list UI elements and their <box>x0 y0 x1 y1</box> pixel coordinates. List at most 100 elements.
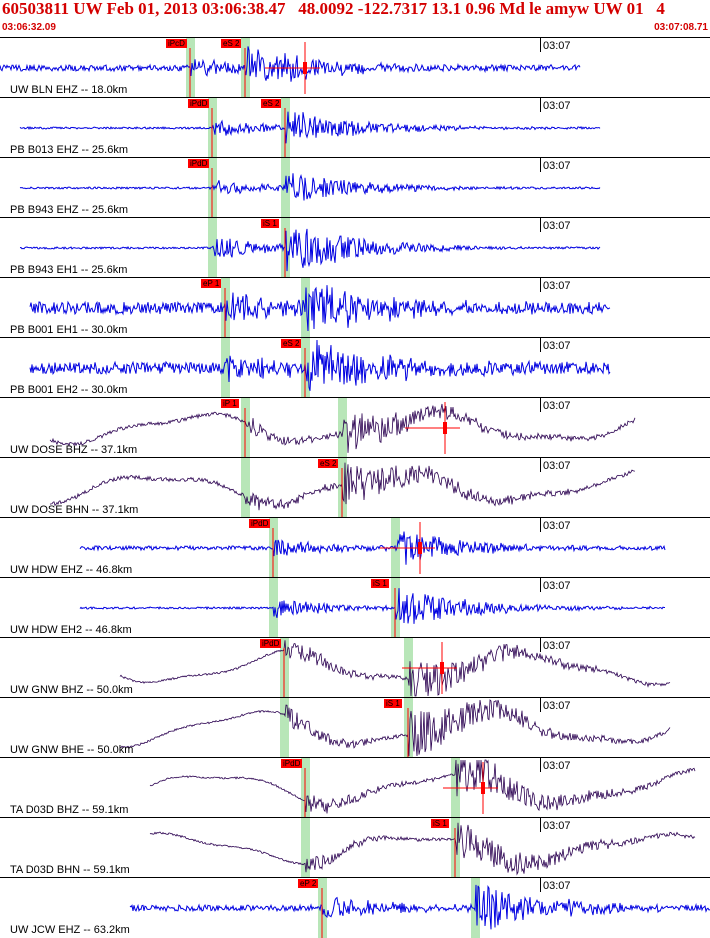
seismogram-panels: 03:07 iPcD eS 2 UW BLN EHZ -- 18.0km 03:07 iP… <box>0 37 710 938</box>
time-tick-mark <box>540 638 541 652</box>
p-phase-window <box>221 338 230 398</box>
amplitude-marker <box>265 42 320 94</box>
waveform-trace <box>129 884 710 930</box>
time-tick-mark <box>540 218 541 232</box>
seismogram-panel[interactable]: 03:07 iS 1 PB B943 EH1 -- 25.6km <box>0 217 710 278</box>
amplitude-marker <box>402 642 457 694</box>
seismogram-trace-svg <box>79 518 666 578</box>
seismogram-panel[interactable]: 03:07 eP 1 PB B001 EH1 -- 30.0km <box>0 277 710 338</box>
waveform-trace <box>119 699 671 757</box>
phase-pick-label[interactable]: eS 2 <box>318 459 339 468</box>
seismogram-trace-svg <box>19 98 601 158</box>
time-tick-mark <box>540 878 541 892</box>
time-tick-mark <box>540 38 541 52</box>
seismogram-trace-svg <box>119 698 671 758</box>
time-tick-label: 03:07 <box>543 220 571 232</box>
time-tick-label: 03:07 <box>543 340 571 352</box>
station-label: UW GNW BHE -- 50.0km <box>10 744 134 756</box>
time-tick-label: 03:07 <box>543 760 571 772</box>
station-label: PB B943 EHZ -- 25.6km <box>10 204 128 216</box>
station-label: UW HDW EHZ -- 46.8km <box>10 564 133 576</box>
seismogram-panel[interactable]: 03:07 iPdD UW GNW BHZ -- 50.0km <box>0 637 710 698</box>
phase-pick-label[interactable]: iS 1 <box>371 579 389 588</box>
time-tick-label: 03:07 <box>543 460 571 472</box>
seismogram-panel[interactable]: 03:07 iPdD UW HDW EHZ -- 46.8km <box>0 517 710 578</box>
phase-pick-label[interactable]: iS 1 <box>384 699 402 708</box>
time-tick-label: 03:07 <box>543 40 571 52</box>
seismogram-trace-svg <box>0 38 581 98</box>
seismogram-panel[interactable]: 03:07 eS 2 UW DOSE BHN -- 37.1km <box>0 457 710 518</box>
waveform-trace <box>119 640 671 697</box>
time-tick-mark <box>540 278 541 292</box>
seismogram-trace-svg <box>119 638 671 698</box>
seismogram-trace-svg <box>19 158 601 218</box>
time-tick-mark <box>540 458 541 472</box>
time-tick-label: 03:07 <box>543 280 571 292</box>
time-tick-mark <box>540 818 541 832</box>
phase-pick-label[interactable]: iPdD <box>249 519 271 528</box>
phase-pick-label[interactable]: iPdD <box>188 159 210 168</box>
time-tick-label: 03:07 <box>543 400 571 412</box>
station-label: UW JCW EHZ -- 63.2km <box>10 924 130 936</box>
time-tick-mark <box>540 518 541 532</box>
seismogram-panel[interactable]: 03:07 iPcD eS 2 UW BLN EHZ -- 18.0km <box>0 37 710 98</box>
time-tick-mark <box>540 98 541 112</box>
time-tick-label: 03:07 <box>543 580 571 592</box>
station-label: UW DOSE BHZ -- 37.1km <box>10 444 138 456</box>
seismogram-panel[interactable]: 03:07 iPdD PB B943 EHZ -- 25.6km <box>0 157 710 218</box>
station-label: UW HDW EH2 -- 46.8km <box>10 624 132 636</box>
phase-pick-label[interactable]: iPdD <box>281 759 303 768</box>
seismogram-panel[interactable]: 03:07 eS 2 PB B001 EH2 -- 30.0km <box>0 337 710 398</box>
seismogram-trace-svg <box>49 458 636 518</box>
waveform-trace <box>19 173 601 201</box>
phase-pick-label[interactable]: eS 2 <box>221 39 242 48</box>
waveform-trace <box>0 46 581 82</box>
amplitude-marker <box>380 522 435 574</box>
phase-pick-label[interactable]: iP 1 <box>221 399 239 408</box>
time-tick-label: 03:07 <box>543 100 571 112</box>
station-label: TA D03D BHZ -- 59.1km <box>10 804 129 816</box>
phase-pick-label[interactable]: iS 1 <box>431 819 449 828</box>
phase-pick-label[interactable]: eP 1 <box>201 279 222 288</box>
seismogram-panel[interactable]: 03:07 iS 1 TA D03D BHN -- 59.1km <box>0 817 710 878</box>
time-tick-label: 03:07 <box>543 880 571 892</box>
seismogram-trace-svg <box>29 278 611 338</box>
time-start: 03:06:32.09 <box>2 22 56 33</box>
time-tick-mark <box>540 398 541 412</box>
time-tick-label: 03:07 <box>543 640 571 652</box>
phase-pick-label[interactable]: iPdD <box>188 99 210 108</box>
p-phase-window <box>208 218 217 278</box>
time-tick-mark <box>540 578 541 592</box>
s-phase-window <box>338 398 347 458</box>
seismogram-panel[interactable]: 03:07 iS 1 UW HDW EH2 -- 46.8km <box>0 577 710 638</box>
waveform-trace <box>49 403 636 453</box>
seismogram-panel[interactable]: 03:07 iS 1 UW GNW BHE -- 50.0km <box>0 697 710 758</box>
waveform-trace <box>29 339 611 391</box>
phase-pick-label[interactable]: iPcD <box>166 39 187 48</box>
p-phase-window <box>301 818 310 878</box>
phase-pick-label[interactable]: eP 2 <box>298 879 319 888</box>
phase-pick-label[interactable]: eS 2 <box>261 99 282 108</box>
phase-pick-label[interactable]: iPdD <box>260 639 282 648</box>
time-tick-label: 03:07 <box>543 700 571 712</box>
station-label: UW DOSE BHN -- 37.1km <box>10 504 139 516</box>
waveform-trace <box>19 111 601 144</box>
seismogram-trace-svg <box>29 338 611 398</box>
waveform-trace <box>29 285 611 332</box>
seismogram-panel[interactable]: 03:07 eP 2 UW JCW EHZ -- 63.2km <box>0 877 710 938</box>
station-label: PB B001 EH2 -- 30.0km <box>10 384 128 396</box>
seismogram-trace-svg <box>49 398 636 458</box>
phase-pick-label[interactable]: iS 1 <box>261 219 279 228</box>
seismogram-panel[interactable]: 03:07 iPdD TA D03D BHZ -- 59.1km <box>0 757 710 818</box>
waveform-trace <box>79 531 666 565</box>
time-end: 03:07:08.71 <box>654 22 708 33</box>
seismogram-panel[interactable]: 03:07 iPdD eS 2 PB B013 EHZ -- 25.6km <box>0 97 710 158</box>
amplitude-marker <box>405 402 460 454</box>
time-tick-label: 03:07 <box>543 160 571 172</box>
waveform-trace <box>149 822 696 876</box>
time-tick-mark <box>540 158 541 172</box>
phase-pick-label[interactable]: eS 2 <box>281 339 302 348</box>
p-phase-window <box>241 458 250 518</box>
station-label: PB B001 EH1 -- 30.0km <box>10 324 128 336</box>
seismogram-panel[interactable]: 03:07 iP 1 UW DOSE BHZ -- 37.1km <box>0 397 710 458</box>
